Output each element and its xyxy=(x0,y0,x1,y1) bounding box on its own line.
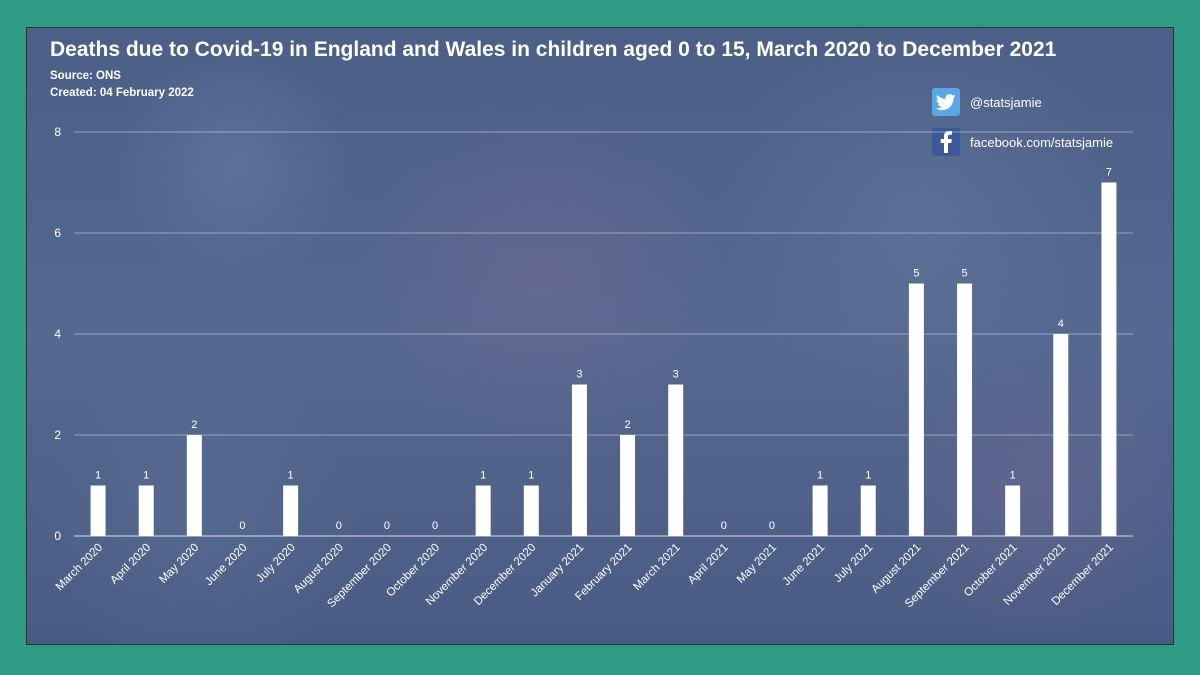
bar-chart: 0 2 4 6 8 1 March 2020 1 April 2020 2 May 2020 0 Jun… xyxy=(54,125,1133,610)
y-tick-label: 0 xyxy=(54,529,61,543)
data-label: 1 xyxy=(817,470,823,482)
bar xyxy=(860,485,876,536)
x-tick-label: June 2020 xyxy=(203,542,249,588)
bar xyxy=(90,485,106,536)
x-tick-label: May 2021 xyxy=(735,542,779,586)
bar xyxy=(475,485,491,536)
y-tick-label: 8 xyxy=(54,125,61,139)
bar xyxy=(283,485,299,536)
x-tick-label: May 2020 xyxy=(157,542,201,586)
twitter-handle: @statsjamie xyxy=(970,94,1042,110)
data-label: 2 xyxy=(625,419,631,431)
bar xyxy=(138,485,154,536)
bar xyxy=(668,384,684,536)
data-label: 1 xyxy=(1010,470,1016,482)
data-label: 1 xyxy=(480,470,486,482)
data-label: 4 xyxy=(1058,318,1064,330)
data-label: 1 xyxy=(143,470,149,482)
x-tick-label: June 2021 xyxy=(781,542,827,588)
x-tick-label: March 2020 xyxy=(54,542,105,593)
data-label: 1 xyxy=(95,470,101,482)
data-label: 0 xyxy=(239,520,245,532)
y-tick-label: 2 xyxy=(54,428,61,442)
y-tick-label: 4 xyxy=(54,327,61,341)
bar xyxy=(186,435,202,536)
data-label: 5 xyxy=(961,268,967,280)
twitter-icon xyxy=(932,88,960,116)
data-label: 0 xyxy=(432,520,438,532)
x-tick-label: April 2021 xyxy=(686,542,731,587)
x-tick-label: March 2021 xyxy=(631,542,682,593)
facebook-icon xyxy=(932,128,960,156)
data-label: 0 xyxy=(336,520,342,532)
x-tick-label: April 2020 xyxy=(108,542,153,587)
data-label: 0 xyxy=(769,520,775,532)
bar xyxy=(812,485,828,536)
y-tick-label: 6 xyxy=(54,226,61,240)
data-label: 1 xyxy=(288,470,294,482)
facebook-link[interactable]: facebook.com/statsjamie xyxy=(932,128,1113,156)
data-label: 2 xyxy=(191,419,197,431)
x-tick-label: August 2021 xyxy=(869,542,923,596)
bar xyxy=(620,435,636,536)
bar xyxy=(1005,485,1021,536)
bar xyxy=(908,283,924,536)
facebook-handle: facebook.com/statsjamie xyxy=(970,134,1114,150)
data-label: 3 xyxy=(576,369,582,381)
data-label: 1 xyxy=(865,470,871,482)
data-label: 0 xyxy=(384,520,390,532)
bar xyxy=(957,283,973,536)
data-label: 7 xyxy=(1106,167,1112,179)
bar xyxy=(571,384,587,536)
bar xyxy=(523,485,539,536)
x-tick-label: July 2021 xyxy=(832,542,875,585)
chart-title: Deaths due to Covid-19 in England and Wa… xyxy=(50,38,1057,61)
data-label: 3 xyxy=(673,369,679,381)
created-date: Created: 04 February 2022 xyxy=(50,87,194,99)
data-label: 1 xyxy=(528,470,534,482)
source-label: Source: ONS xyxy=(50,70,121,82)
x-tick-label: July 2020 xyxy=(254,542,297,585)
bar xyxy=(1053,334,1069,536)
twitter-link[interactable]: @statsjamie xyxy=(932,88,1042,116)
chart-panel: Deaths due to Covid-19 in England and Wa… xyxy=(26,27,1174,645)
data-label: 0 xyxy=(721,520,727,532)
x-tick-label: August 2020 xyxy=(292,542,346,596)
bar xyxy=(1101,182,1117,536)
data-label: 5 xyxy=(913,268,919,280)
